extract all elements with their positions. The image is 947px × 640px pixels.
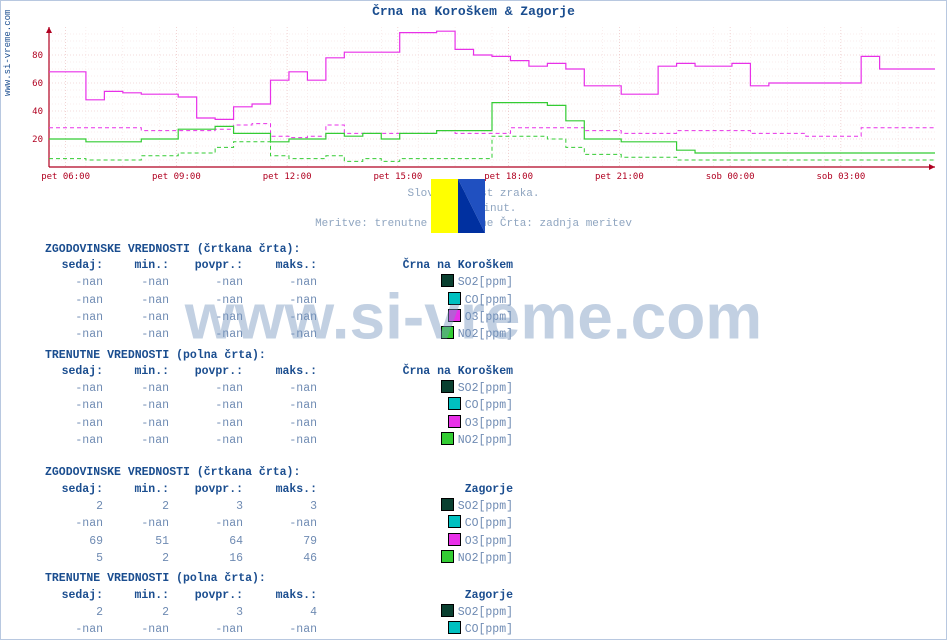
sidebar-url: www.si-vreme.com <box>3 10 13 96</box>
table-header: sedaj:min.:povpr.:maks.:Črna na Koroškem <box>45 258 934 274</box>
svg-text:sob 03:00: sob 03:00 <box>816 172 865 182</box>
caption-line2: zadnji minut. <box>1 202 946 217</box>
table-row: -nan-nan-nan-nanO3[ppm] <box>45 415 934 432</box>
swatch-icon <box>448 309 461 322</box>
swatch-icon <box>441 380 454 393</box>
svg-text:pet 09:00: pet 09:00 <box>152 172 201 182</box>
table-row: -nan-nan-nan-nanCO[ppm] <box>45 515 934 532</box>
svg-text:pet 18:00: pet 18:00 <box>484 172 533 182</box>
swatch-icon <box>448 292 461 305</box>
chart-svg: 20 40 60 80 pet 06:00 pet 09:00 pet 12:00 pet 1… <box>1 19 947 187</box>
caption-line3: Meritve: trenutne Enote: ne Črta: zadnja… <box>1 217 946 232</box>
swatch-icon <box>441 432 454 445</box>
table-row: -nan-nan-nan-nanO3[ppm] <box>45 309 934 326</box>
swatch-icon <box>448 621 461 634</box>
swatch-icon <box>448 533 461 546</box>
swatch-icon <box>441 550 454 563</box>
swatch-icon <box>448 515 461 528</box>
section-title: TRENUTNE VREDNOSTI (polna črta): <box>45 348 934 364</box>
swatch-icon <box>441 498 454 511</box>
svg-text:60: 60 <box>32 79 43 89</box>
section-title: ZGODOVINSKE VREDNOSTI (črtkana črta): <box>45 465 934 481</box>
table-header: sedaj:min.:povpr.:maks.:Črna na Koroškem <box>45 364 934 380</box>
table-row: -nan-nan-nan-nanCO[ppm] <box>45 397 934 414</box>
table-header: sedaj:min.:povpr.:maks.:Zagorje <box>45 588 934 604</box>
swatch-icon <box>448 415 461 428</box>
svg-text:pet 15:00: pet 15:00 <box>373 172 422 182</box>
svg-text:pet 12:00: pet 12:00 <box>263 172 312 182</box>
table-row: 2234SO2[ppm] <box>45 604 934 621</box>
chart-frame: www.si-vreme.com Črna na Koroškem & Zago… <box>0 0 947 640</box>
chart-title: Črna na Koroškem & Zagorje <box>1 1 946 19</box>
swatch-icon <box>448 397 461 410</box>
table-row: -nan-nan-nan-nanNO2[ppm] <box>45 326 934 343</box>
swatch-icon <box>441 326 454 339</box>
table-row: -nan-nan-nan-nanNO2[ppm] <box>45 432 934 449</box>
table-row: 2233SO2[ppm] <box>45 498 934 515</box>
svg-text:sob 00:00: sob 00:00 <box>706 172 755 182</box>
swatch-icon <box>441 604 454 617</box>
svg-text:20: 20 <box>32 135 43 145</box>
caption-line1: Slovenija ost zraka. <box>1 187 946 202</box>
svg-text:40: 40 <box>32 107 43 117</box>
svg-text:80: 80 <box>32 51 43 61</box>
section-title: ZGODOVINSKE VREDNOSTI (črtkana črta): <box>45 242 934 258</box>
section-title: TRENUTNE VREDNOSTI (polna črta): <box>45 571 934 587</box>
table-row: -nan-nan-nan-nanSO2[ppm] <box>45 274 934 291</box>
svg-text:pet 21:00: pet 21:00 <box>595 172 644 182</box>
table-row: -nan-nan-nan-nanSO2[ppm] <box>45 380 934 397</box>
swatch-icon <box>441 274 454 287</box>
table-row: -nan-nan-nan-nanCO[ppm] <box>45 621 934 638</box>
svg-text:pet 06:00: pet 06:00 <box>41 172 90 182</box>
table-header: sedaj:min.:povpr.:maks.:Zagorje <box>45 482 934 498</box>
table-row: 69516479O3[ppm] <box>45 533 934 550</box>
table-row: 521646NO2[ppm] <box>45 550 934 567</box>
caption: Slovenija ost zraka. zadnji minut. Merit… <box>1 187 946 232</box>
table-row: -nan-nan-nan-nanCO[ppm] <box>45 292 934 309</box>
data-tables: ZGODOVINSKE VREDNOSTI (črtkana črta):sed… <box>1 232 946 640</box>
